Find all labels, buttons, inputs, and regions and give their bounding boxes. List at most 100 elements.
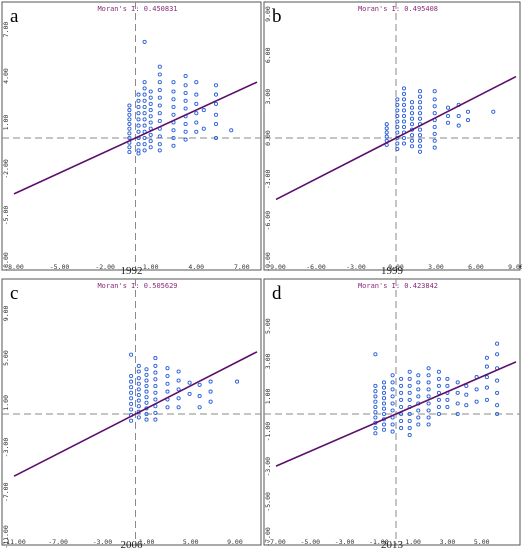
year-label: 1992 xyxy=(121,265,143,277)
data-point xyxy=(395,141,400,146)
data-point xyxy=(136,111,141,116)
data-point xyxy=(171,112,176,117)
data-point xyxy=(401,102,407,107)
data-point xyxy=(171,97,176,102)
y-tick-label: 3.00 xyxy=(264,353,272,369)
data-point xyxy=(407,390,412,395)
y-tick-label: 3.00 xyxy=(264,89,272,105)
data-point xyxy=(432,145,437,150)
data-point xyxy=(153,417,158,422)
panel-letter: c xyxy=(10,283,18,304)
data-point xyxy=(455,390,460,395)
x-tick-label: -3.00 xyxy=(346,263,366,271)
data-point xyxy=(129,390,134,395)
panel-frame xyxy=(1,1,262,271)
regression-line xyxy=(275,361,517,467)
x-tick-label: 6.00 xyxy=(468,263,484,271)
data-point xyxy=(136,98,141,103)
data-point xyxy=(381,411,387,417)
data-point xyxy=(129,418,134,423)
data-point xyxy=(445,113,451,119)
data-point xyxy=(373,383,378,388)
data-point xyxy=(165,389,170,394)
data-point xyxy=(176,369,181,374)
data-point xyxy=(395,102,400,107)
data-point xyxy=(136,376,141,381)
data-point xyxy=(395,113,400,119)
x-tick-label: 4.00 xyxy=(188,263,204,271)
morans-i-label: Moran's I: 0.450831 xyxy=(97,5,177,13)
data-point xyxy=(465,118,471,123)
data-point xyxy=(194,111,199,116)
data-point xyxy=(373,404,378,410)
data-point xyxy=(157,95,162,100)
x-tick-label: 1.00 xyxy=(405,538,421,546)
data-point xyxy=(213,83,219,88)
data-point xyxy=(183,137,188,142)
data-point xyxy=(409,138,415,143)
data-point xyxy=(395,124,400,130)
data-point xyxy=(153,363,158,368)
y-tick-label: -9.00 xyxy=(264,252,272,272)
data-point xyxy=(171,135,176,141)
data-point xyxy=(187,391,192,396)
data-point xyxy=(183,73,188,79)
data-point xyxy=(142,111,147,116)
data-point xyxy=(384,130,389,135)
data-point xyxy=(136,363,141,368)
y-tick-label: 5.00 xyxy=(264,318,272,334)
data-point xyxy=(136,142,141,147)
data-point xyxy=(384,134,389,139)
data-point xyxy=(416,387,421,392)
panel-d: -7.00 -5.00 -3.00 -1.00 1.00 3.00 5.00 5.00 3.00… xyxy=(263,278,521,547)
data-point xyxy=(390,408,395,413)
data-point xyxy=(129,385,134,390)
y-tick-label: 7.00 xyxy=(2,22,10,38)
data-point xyxy=(417,138,423,143)
data-point xyxy=(407,369,412,374)
data-point xyxy=(144,372,149,377)
x-tick-label: -9.00 xyxy=(266,263,286,271)
data-point xyxy=(417,116,423,121)
data-point xyxy=(395,119,400,124)
data-point xyxy=(484,385,489,390)
data-point xyxy=(426,380,431,385)
data-point xyxy=(157,64,162,69)
x-tick-label: -1.00 xyxy=(369,538,389,546)
data-point xyxy=(445,383,450,388)
x-tick-label: -11.00 xyxy=(2,538,26,546)
data-point xyxy=(373,410,378,415)
data-point xyxy=(157,80,162,85)
data-point xyxy=(399,376,404,381)
x-tick-label: 3.00 xyxy=(440,538,456,546)
data-point xyxy=(417,111,423,116)
y-tick-label: 0.00 xyxy=(264,130,272,146)
data-point xyxy=(401,108,407,113)
data-point xyxy=(197,405,202,410)
data-point xyxy=(213,121,219,127)
data-point xyxy=(401,113,407,119)
data-point xyxy=(136,392,141,398)
x-tick-label: 5.00 xyxy=(474,538,490,546)
data-point xyxy=(144,395,149,400)
data-point xyxy=(127,112,132,117)
panel-letter: a xyxy=(10,6,19,27)
data-point xyxy=(171,128,176,133)
data-point xyxy=(436,404,441,410)
data-point xyxy=(432,89,437,94)
data-point xyxy=(171,104,176,110)
data-point xyxy=(136,123,141,128)
data-point xyxy=(407,397,412,402)
data-point xyxy=(183,121,188,127)
data-point xyxy=(183,98,188,103)
data-point xyxy=(142,92,147,97)
data-point xyxy=(417,144,423,149)
data-point xyxy=(409,111,415,116)
data-point xyxy=(409,100,415,105)
x-tick-label: -5.00 xyxy=(300,538,320,546)
data-point xyxy=(148,95,153,100)
data-point xyxy=(148,114,153,119)
data-point xyxy=(127,117,132,122)
data-point xyxy=(464,403,469,408)
